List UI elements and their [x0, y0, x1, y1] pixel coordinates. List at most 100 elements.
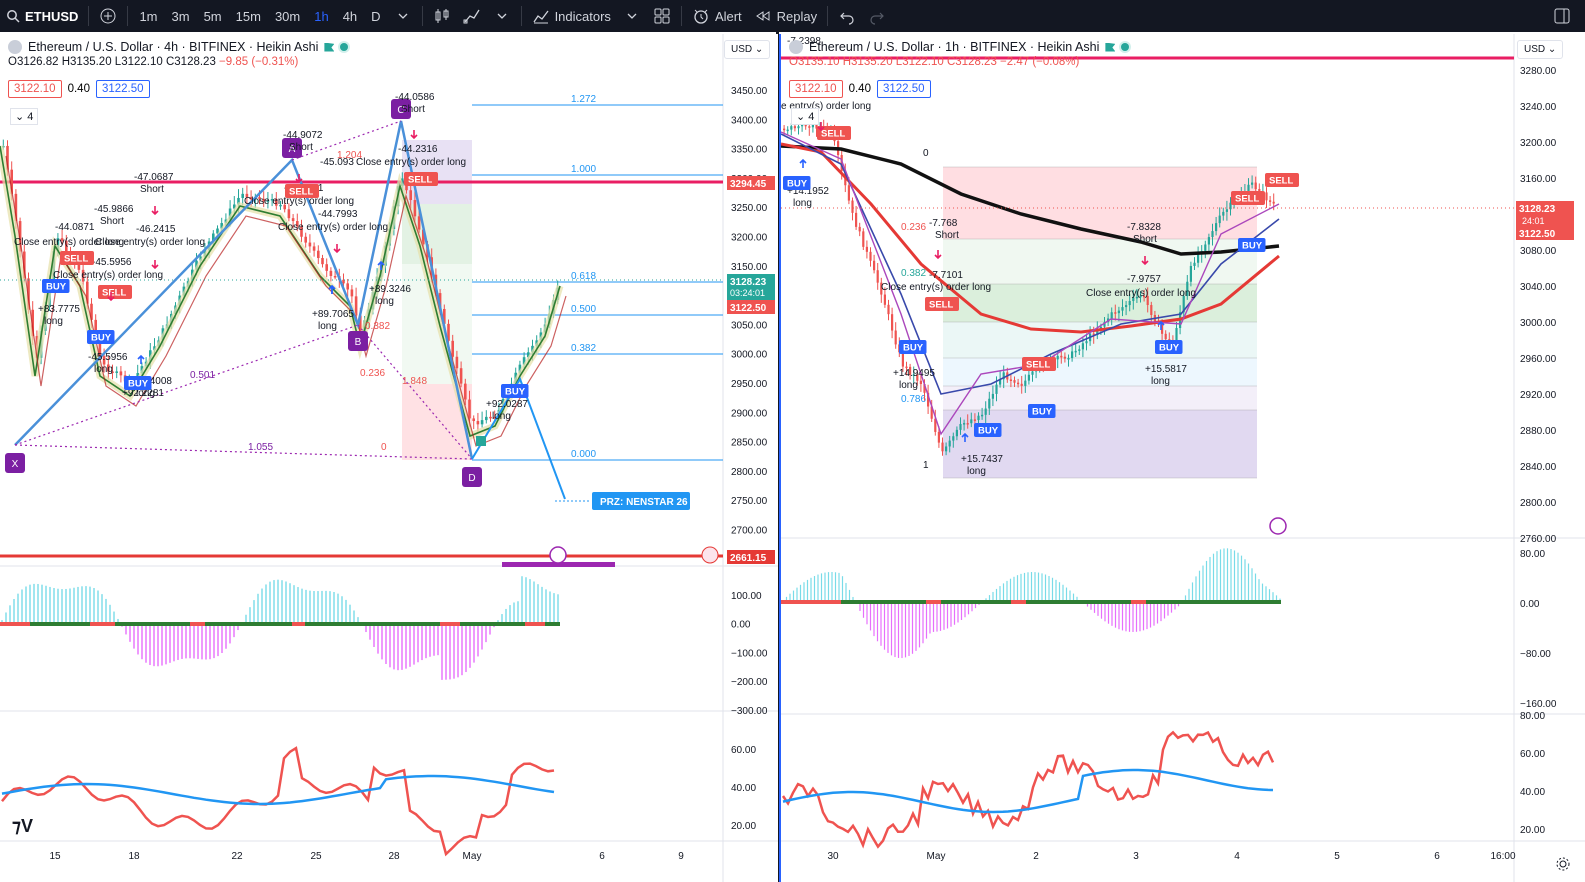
long-arrow — [799, 158, 807, 168]
collapse-indicators-toggle[interactable]: ⌄ 4 — [10, 108, 39, 125]
fib-zone — [943, 167, 1257, 239]
undo-button[interactable] — [832, 0, 862, 32]
sell-signal-badge-bg[interactable] — [1265, 173, 1299, 187]
buy-price-button[interactable]: 3122.50 — [876, 80, 931, 98]
chevron-down-icon: ⌄ — [1547, 44, 1557, 55]
buy-signal-badge[interactable]: BUY — [1032, 407, 1053, 418]
redo-button[interactable] — [862, 0, 892, 32]
interval-3m[interactable]: 3m — [171, 8, 190, 24]
bar-style-line-button[interactable] — [457, 0, 487, 32]
gear-icon[interactable] — [1555, 856, 1571, 872]
candle-body — [119, 371, 123, 376]
chart-pane-right[interactable]: 3280.003240.003200.003160.003120.003080.… — [779, 34, 1585, 882]
interval-15m[interactable]: 15m — [235, 8, 261, 24]
buy-signal-badge-bg[interactable] — [87, 330, 115, 344]
sell-signal-badge-bg[interactable] — [285, 184, 319, 198]
pattern-point-c: C — [397, 105, 404, 116]
interval-d[interactable]: D — [371, 8, 381, 24]
candle-body — [438, 293, 442, 309]
chart-canvas-right[interactable]: 3280.003240.003200.003160.003120.003080.… — [781, 34, 1585, 882]
buy-signal-badge[interactable]: BUY — [91, 333, 112, 344]
sell-signal-badge[interactable]: SELL — [1269, 176, 1293, 187]
currency-selector[interactable]: USD ⌄ — [724, 40, 771, 59]
buy-signal-badge-bg[interactable] — [974, 423, 1002, 437]
strategy-annotation-value: -44.2316 — [398, 144, 438, 155]
close-entry-label: e entry(s) order long — [781, 101, 871, 112]
buy-signal-badge[interactable]: BUY — [1159, 343, 1180, 354]
interval-1h[interactable]: 1h — [314, 8, 329, 24]
interval-dropdown[interactable] — [388, 0, 418, 32]
sell-signal-badge[interactable]: SELL — [102, 288, 126, 299]
flag-icon[interactable] — [324, 42, 335, 52]
buy-signal-badge-bg[interactable] — [1028, 404, 1056, 418]
buy-signal-badge[interactable]: BUY — [978, 426, 999, 437]
ema-red-line — [781, 142, 1280, 334]
buy-signal-badge-bg[interactable] — [1155, 340, 1183, 354]
replay-button[interactable]: Replay — [748, 0, 823, 32]
sell-signal-badge-bg[interactable] — [817, 126, 851, 140]
collapse-indicators-toggle[interactable]: ⌄ 4 — [791, 108, 820, 125]
interval-5m[interactable]: 5m — [203, 8, 222, 24]
buy-price-button[interactable]: 3122.50 — [95, 80, 150, 98]
indicators-dropdown[interactable] — [617, 0, 647, 32]
compare-symbol-button[interactable] — [93, 0, 123, 32]
sell-signal-badge-bg[interactable] — [1231, 191, 1265, 205]
legend-title-row[interactable]: Ethereum / U.S. Dollar · 4h · BITFINEX ·… — [8, 40, 349, 54]
sell-signal-badge[interactable]: SELL — [929, 300, 953, 311]
sell-signal-badge-bg[interactable] — [1022, 357, 1056, 371]
sell-price-button[interactable]: 3122.10 — [789, 80, 843, 98]
interval-1m[interactable]: 1m — [139, 8, 158, 24]
price-axis-label: 2700.00 — [731, 526, 768, 537]
candle-body — [1225, 209, 1228, 212]
currency-selector[interactable]: USD ⌄ — [1517, 40, 1564, 59]
interval-4h[interactable]: 4h — [342, 8, 358, 24]
chart-canvas-left[interactable]: 3450.003400.003350.003300.003250.003200.… — [0, 34, 778, 882]
buy-signal-badge[interactable]: BUY — [1242, 241, 1263, 252]
buy-signal-badge[interactable]: BUY — [128, 379, 149, 390]
symbol-search[interactable]: ETHUSD — [0, 0, 84, 32]
candle-body — [883, 294, 886, 305]
alert-button[interactable]: Alert — [686, 0, 748, 32]
sell-signal-badge[interactable]: SELL — [1026, 360, 1050, 371]
candle-body — [291, 218, 295, 222]
sell-signal-badge-bg[interactable] — [925, 297, 959, 311]
toggle-sidebar-button[interactable] — [1547, 0, 1585, 32]
buy-signal-badge[interactable]: BUY — [903, 343, 924, 354]
buy-signal-badge-bg[interactable] — [783, 176, 811, 190]
close-entry-label: Close entry(s) order long — [95, 237, 205, 248]
bar-style-candles-button[interactable] — [427, 0, 457, 32]
buy-signal-badge-bg[interactable] — [42, 279, 70, 293]
candle-body — [90, 303, 93, 320]
flag-icon[interactable] — [1105, 42, 1116, 52]
buy-signal-badge[interactable]: BUY — [46, 282, 67, 293]
interval-30m[interactable]: 30m — [274, 8, 301, 24]
lightning-icon[interactable] — [549, 546, 567, 564]
strategy-annotation-side: long — [136, 388, 155, 399]
sell-signal-badge-bg[interactable] — [404, 172, 438, 186]
sell-signal-badge[interactable]: SELL — [289, 187, 313, 198]
sell-signal-badge[interactable]: SELL — [408, 175, 432, 186]
sell-signal-badge-bg[interactable] — [98, 285, 132, 299]
rsi-slow-line — [782, 768, 1274, 814]
buy-signal-badge-bg[interactable] — [124, 376, 152, 390]
buy-signal-badge-bg[interactable] — [501, 384, 529, 398]
buy-signal-badge-bg[interactable] — [899, 340, 927, 354]
buy-signal-badge[interactable]: BUY — [505, 387, 526, 398]
bar-style-dropdown[interactable] — [487, 0, 517, 32]
layouts-button[interactable] — [647, 0, 677, 32]
legend-title-row[interactable]: Ethereum / U.S. Dollar · 1h · BITFINEX ·… — [789, 40, 1130, 54]
candle-body — [212, 233, 215, 242]
lightning-icon[interactable] — [1269, 517, 1287, 535]
candle-body — [1269, 200, 1272, 202]
sell-price-button[interactable]: 3122.10 — [8, 80, 62, 98]
sell-signal-badge[interactable]: SELL — [64, 254, 88, 265]
sell-signal-badge-bg[interactable] — [60, 251, 94, 265]
short-arrow — [934, 250, 942, 260]
indicators-button[interactable]: Indicators — [526, 0, 617, 32]
rewind-icon — [755, 11, 770, 21]
chart-pane-left[interactable]: 3450.003400.003350.003300.003250.003200.… — [0, 34, 778, 882]
sell-signal-badge[interactable]: SELL — [821, 129, 845, 140]
buy-signal-badge-bg[interactable] — [1238, 238, 1266, 252]
sell-signal-badge[interactable]: SELL — [1235, 194, 1259, 205]
buy-signal-badge[interactable]: BUY — [787, 179, 808, 190]
